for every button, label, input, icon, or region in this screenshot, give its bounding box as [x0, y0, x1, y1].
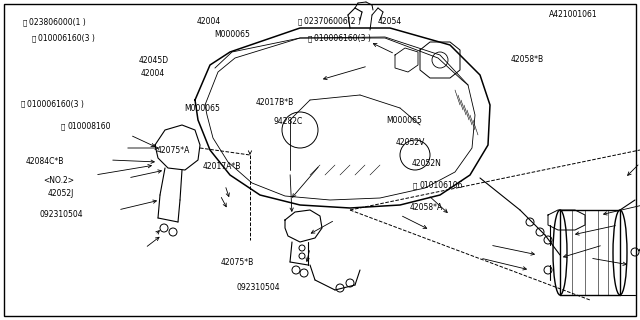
Text: 42058*A: 42058*A	[410, 204, 443, 212]
Text: M000065: M000065	[386, 116, 422, 125]
Text: 010106106: 010106106	[419, 181, 463, 190]
Text: 42045D: 42045D	[138, 56, 168, 65]
Text: 010006160(3 ): 010006160(3 )	[38, 34, 95, 43]
Text: 94282C: 94282C	[274, 117, 303, 126]
Text: 42084C*B: 42084C*B	[26, 157, 64, 166]
Text: M000065: M000065	[184, 104, 220, 113]
Text: A421001061: A421001061	[549, 10, 598, 19]
Text: M000065: M000065	[214, 30, 250, 39]
Text: 42004: 42004	[197, 17, 221, 26]
Text: Ⓝ: Ⓝ	[22, 19, 27, 26]
Text: 42004: 42004	[141, 69, 165, 78]
Text: 42052V: 42052V	[396, 138, 425, 147]
Text: Ⓑ: Ⓑ	[413, 182, 417, 189]
Text: 023806000(1 ): 023806000(1 )	[29, 18, 86, 27]
Text: 023706006(2 ): 023706006(2 )	[304, 17, 361, 26]
Text: 010006160(3 ): 010006160(3 )	[27, 100, 84, 108]
Text: Ⓝ: Ⓝ	[298, 19, 302, 25]
Text: Ⓑ: Ⓑ	[61, 123, 65, 130]
Text: 092310504: 092310504	[40, 210, 83, 219]
Text: Ⓑ: Ⓑ	[32, 35, 36, 42]
Text: Ⓑ: Ⓑ	[20, 101, 25, 107]
Text: Ⓑ: Ⓑ	[307, 35, 312, 42]
Text: 42017A*B: 42017A*B	[203, 162, 241, 171]
Text: 42075*A: 42075*A	[157, 146, 190, 155]
Text: 010006160(3 ): 010006160(3 )	[314, 34, 371, 43]
Text: 42052N: 42052N	[412, 159, 442, 168]
Text: 092310504: 092310504	[237, 284, 280, 292]
Text: 010008160: 010008160	[67, 122, 111, 131]
Text: 42054: 42054	[378, 17, 402, 26]
Text: 42052J: 42052J	[48, 189, 74, 198]
Text: 42058*B: 42058*B	[511, 55, 544, 64]
Text: 42075*B: 42075*B	[221, 258, 254, 267]
Text: <NO.2>: <NO.2>	[44, 176, 74, 185]
Text: 42017B*B: 42017B*B	[256, 98, 294, 107]
